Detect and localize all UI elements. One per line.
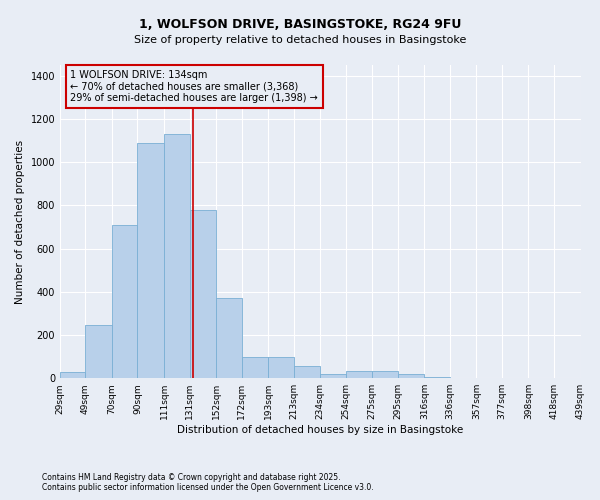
Text: 1, WOLFSON DRIVE, BASINGSTOKE, RG24 9FU: 1, WOLFSON DRIVE, BASINGSTOKE, RG24 9FU xyxy=(139,18,461,30)
Bar xyxy=(424,377,450,378)
Text: 1 WOLFSON DRIVE: 134sqm
← 70% of detached houses are smaller (3,368)
29% of semi: 1 WOLFSON DRIVE: 134sqm ← 70% of detache… xyxy=(70,70,318,103)
Bar xyxy=(268,356,293,378)
Bar xyxy=(164,134,190,378)
X-axis label: Distribution of detached houses by size in Basingstoke: Distribution of detached houses by size … xyxy=(177,425,463,435)
Bar xyxy=(112,225,137,378)
Bar xyxy=(293,366,320,378)
Bar xyxy=(398,374,424,378)
Bar xyxy=(242,356,268,378)
Bar xyxy=(373,370,398,378)
Bar xyxy=(320,374,346,378)
Text: Contains HM Land Registry data © Crown copyright and database right 2025.
Contai: Contains HM Land Registry data © Crown c… xyxy=(42,472,374,492)
Bar xyxy=(137,143,164,378)
Bar xyxy=(216,298,242,378)
Bar xyxy=(85,326,112,378)
Bar xyxy=(346,370,373,378)
Bar xyxy=(190,210,216,378)
Text: Size of property relative to detached houses in Basingstoke: Size of property relative to detached ho… xyxy=(134,35,466,45)
Y-axis label: Number of detached properties: Number of detached properties xyxy=(15,140,25,304)
Bar xyxy=(60,372,85,378)
